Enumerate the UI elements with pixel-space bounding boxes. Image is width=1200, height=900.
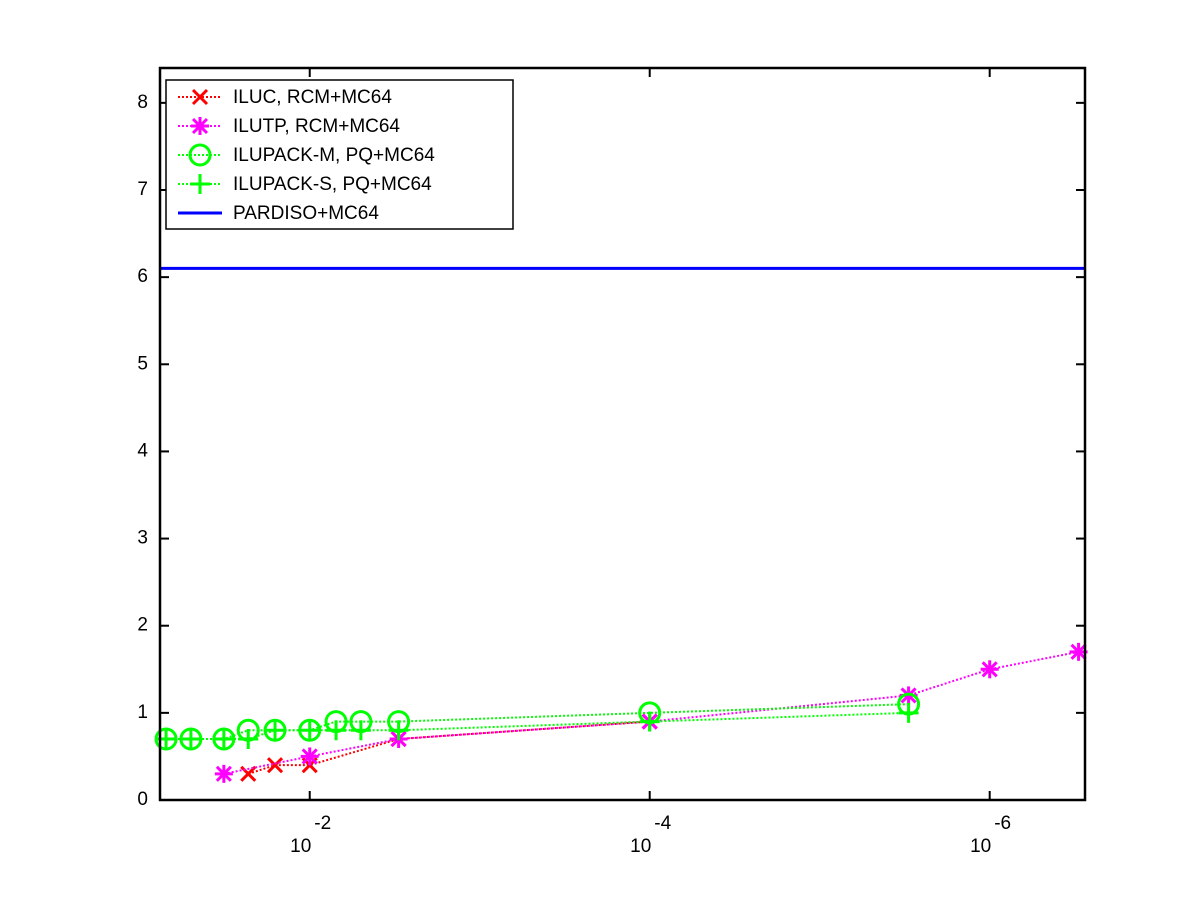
marker-stroke — [240, 765, 257, 782]
x-tick-exponent: -4 — [654, 813, 671, 834]
y-tick-label: 5 — [137, 353, 148, 374]
x-tick-exponent: -6 — [994, 813, 1011, 834]
marker — [191, 88, 209, 106]
marker-stroke — [215, 765, 232, 782]
x-tick-label: 10 — [630, 836, 651, 857]
legend-label: ILUTP, RCM+MC64 — [233, 116, 400, 137]
y-tick-label: 2 — [137, 615, 148, 636]
y-tick-label: 4 — [137, 440, 148, 461]
marker — [188, 143, 212, 167]
marker — [388, 720, 409, 741]
y-tick-label: 3 — [137, 528, 148, 549]
y-tick-label: 0 — [137, 789, 148, 810]
marker-stroke — [191, 88, 209, 106]
marker — [299, 720, 320, 741]
marker — [266, 757, 284, 774]
legend-box — [165, 79, 514, 230]
marker — [350, 720, 371, 741]
legend-label: ILUC, RCM+MC64 — [233, 87, 392, 108]
x-tick-exponent: -2 — [314, 813, 331, 834]
marker — [300, 747, 319, 766]
marker-stroke — [301, 748, 318, 765]
marker — [238, 729, 259, 749]
marker — [191, 117, 209, 135]
marker — [213, 729, 234, 749]
y-tick-label: 1 — [137, 702, 148, 723]
legend: ILUC, RCM+MC64 ILUTP, RCM+MC64 ILUPACK-M, … — [165, 79, 514, 230]
legend-label: ILUPACK-M, PQ+MC64 — [233, 145, 435, 166]
marker-stroke — [1070, 643, 1087, 660]
marker — [898, 702, 919, 723]
marker — [1069, 642, 1088, 661]
legend-label: ILUPACK-S, PQ+MC64 — [233, 174, 432, 195]
marker — [190, 174, 210, 194]
marker — [980, 660, 999, 679]
marker-stroke — [188, 143, 212, 167]
marker-stroke — [981, 661, 998, 678]
marker — [265, 720, 286, 741]
marker-stroke — [191, 117, 209, 135]
marker-stroke — [266, 757, 284, 774]
y-tick-label: 8 — [137, 92, 148, 113]
legend-label: PARDISO+MC64 — [233, 203, 379, 224]
x-tick-label: 10 — [290, 836, 311, 857]
x-tick-label: 10 — [970, 836, 991, 857]
marker — [180, 729, 201, 749]
marker — [326, 720, 347, 741]
y-tick-label: 7 — [137, 179, 148, 200]
y-tick-label: 6 — [137, 266, 148, 287]
marker — [639, 711, 660, 732]
axes-frame — [158, 66, 1087, 802]
marker — [214, 764, 233, 783]
